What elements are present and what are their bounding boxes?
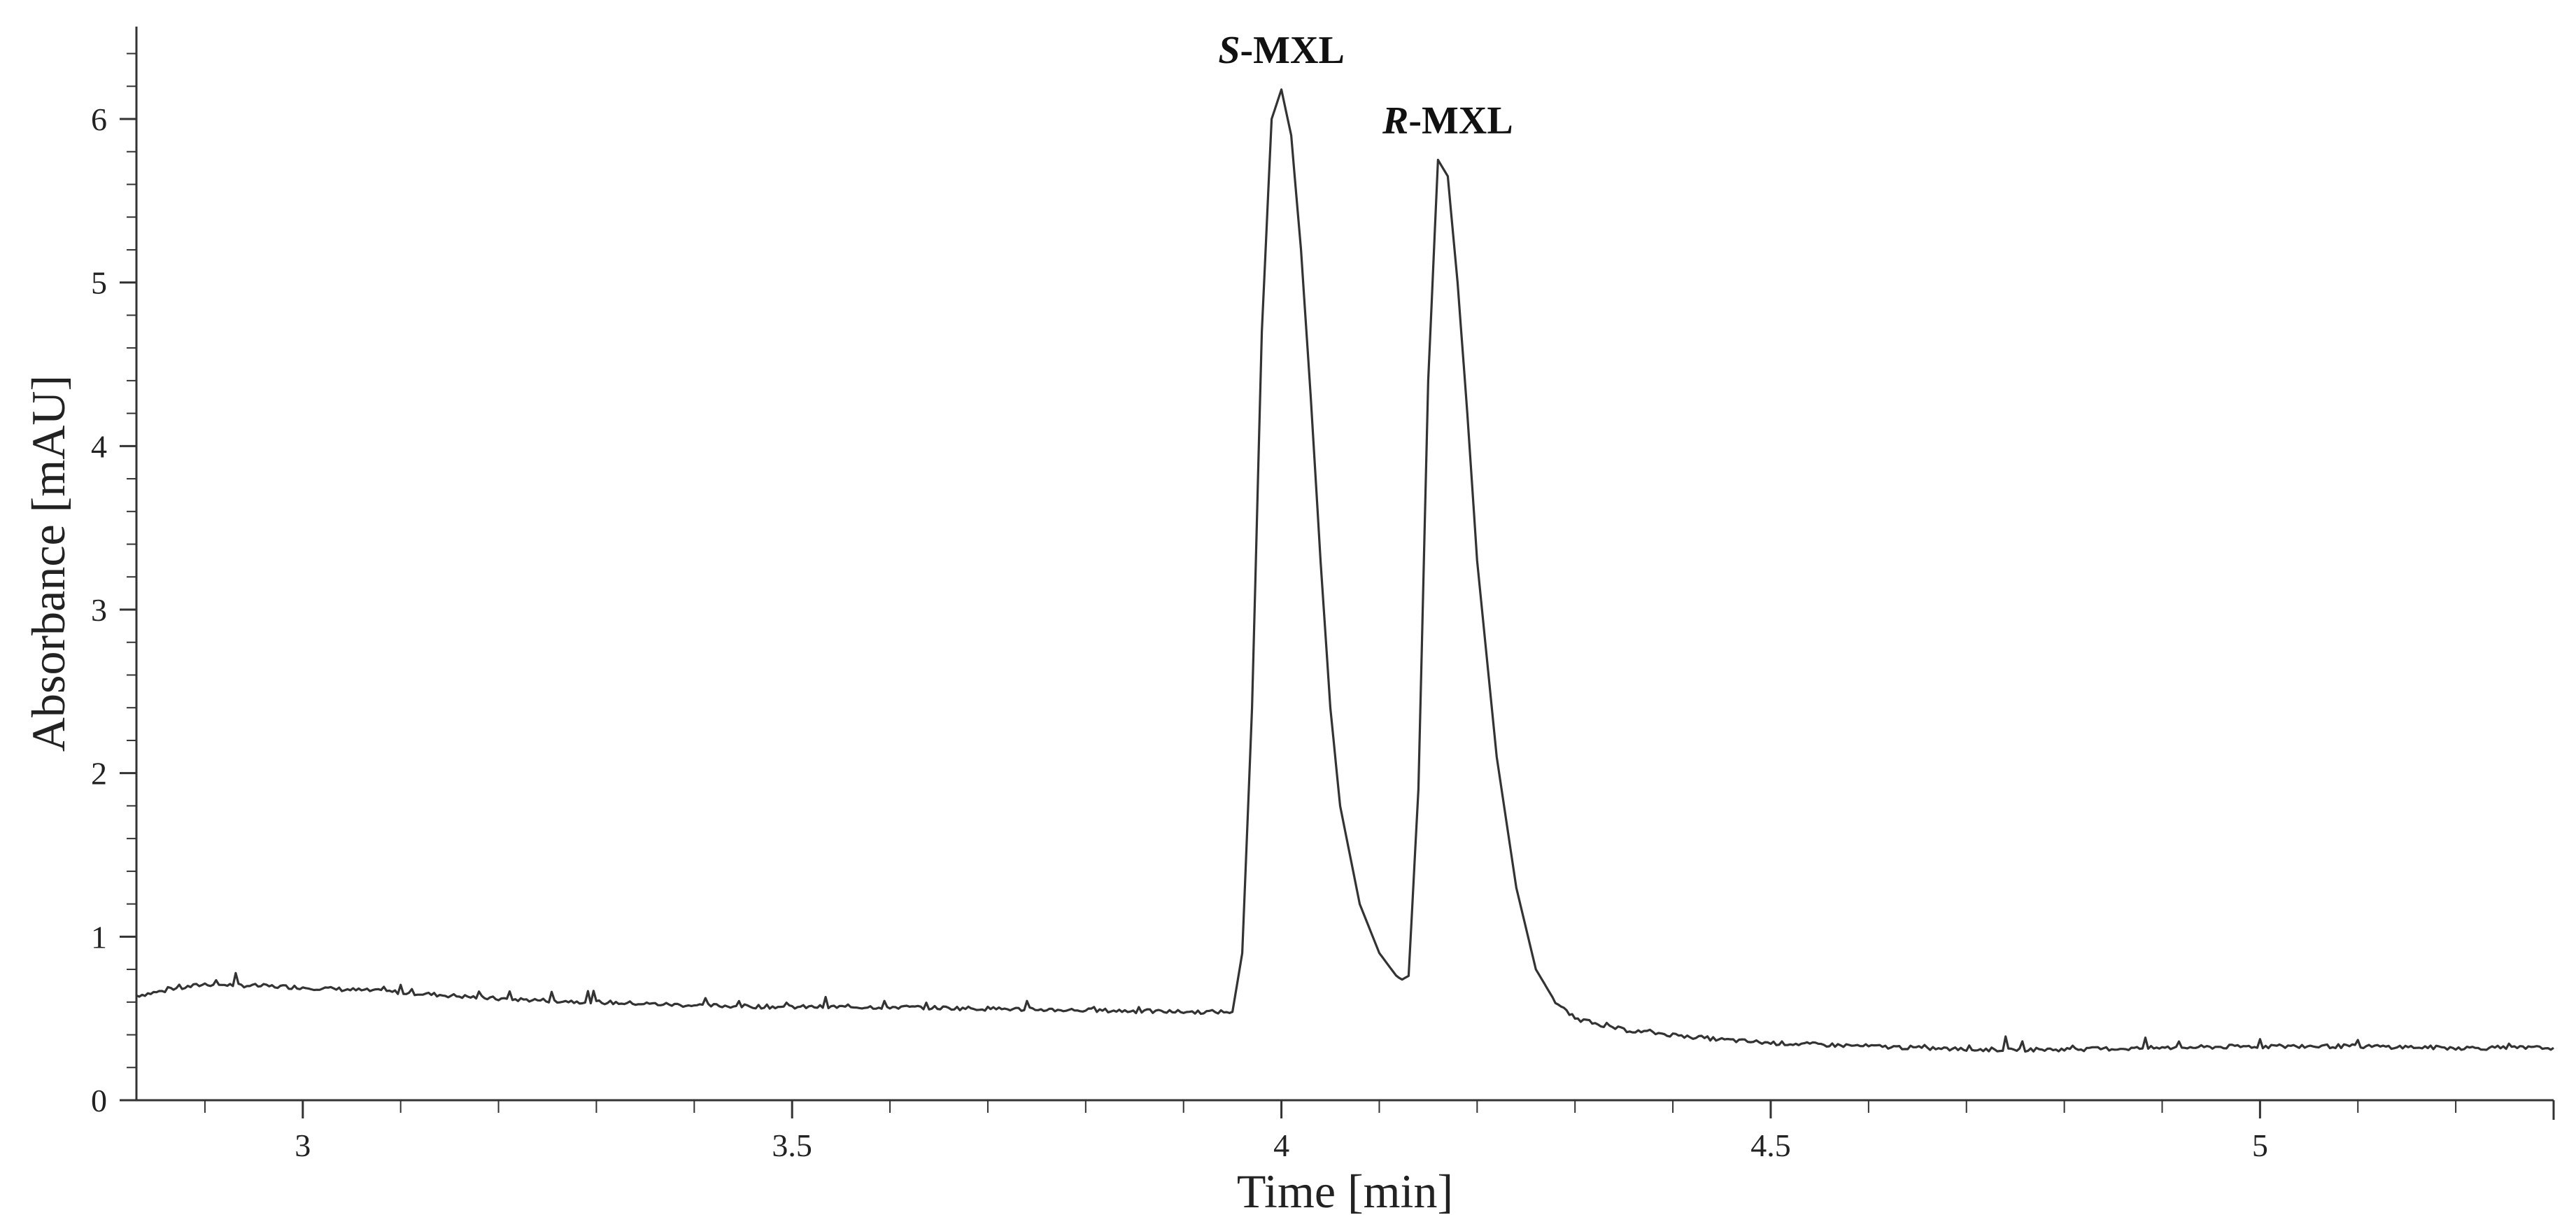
- x-tick-label: 4.5: [1750, 1128, 1791, 1163]
- y-tick-label: 2: [91, 756, 107, 792]
- axes: [135, 27, 2555, 1120]
- x-tick-label: 3.5: [772, 1128, 812, 1163]
- x-tick-label: 4: [1273, 1128, 1289, 1163]
- absorbance-trace-line: [136, 88, 2554, 1053]
- y-tick-label: 3: [91, 592, 107, 628]
- y-tick-label: 6: [91, 101, 107, 137]
- peak-label-italic: R: [1382, 99, 1408, 142]
- y-tick-label: 1: [91, 919, 107, 955]
- x-tick-label: 3: [295, 1128, 311, 1163]
- peak-label-rest: -MXL: [1408, 99, 1513, 142]
- peak-label: R-MXL: [1382, 99, 1513, 142]
- y-tick-label: 0: [91, 1083, 107, 1118]
- y-axis-title: Absorbance [mAU]: [22, 375, 75, 752]
- y-tick-label: 4: [91, 428, 107, 464]
- x-tick-label: 5: [2252, 1128, 2268, 1163]
- y-tick-label: 5: [91, 265, 107, 301]
- tick-labels: 3 3.5 4 4.5 5 0 1 2 3 4 5 6: [91, 101, 2268, 1163]
- x-axis-title: Time [min]: [1237, 1165, 1453, 1218]
- ticks: [120, 52, 2554, 1118]
- peak-label-rest: -MXL: [1240, 29, 1345, 72]
- peak-label-italic: S: [1218, 29, 1240, 72]
- peak-label: S-MXL: [1218, 29, 1344, 72]
